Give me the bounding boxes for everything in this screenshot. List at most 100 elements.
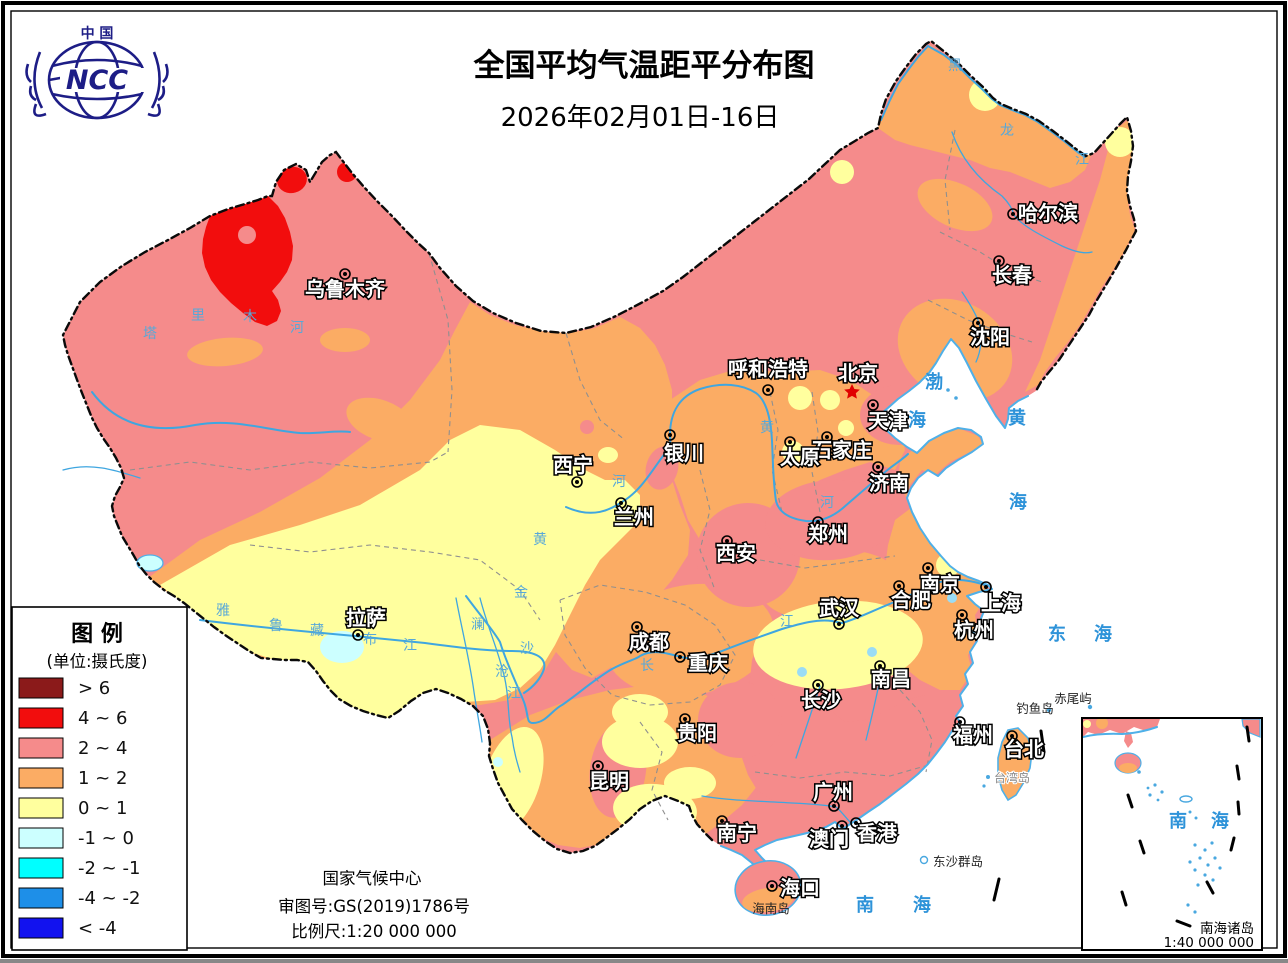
dash-line-segments	[992, 729, 1046, 902]
sea-label: 海	[1009, 491, 1027, 513]
river-label: 布	[363, 632, 377, 648]
city-label: 济南	[869, 471, 909, 495]
beijing-star	[844, 384, 860, 399]
city-label: 天津	[868, 409, 908, 433]
city-label: 重庆	[688, 651, 728, 675]
legend-label: 1 ~ 2	[78, 768, 127, 789]
river-label: 江	[507, 686, 521, 702]
footer-approval: 审图号:GS(2019)1786号	[278, 897, 470, 916]
city-label: 海口	[780, 876, 820, 900]
footer-agency: 国家气候中心	[323, 869, 422, 888]
region-4-6	[202, 162, 357, 326]
page-subtitle: 2026年02月01日-16日	[501, 103, 780, 133]
river-label: 里	[191, 308, 205, 324]
city-label: 沈阳	[970, 325, 1010, 349]
legend-label: > 6	[78, 678, 110, 699]
river-label: 江	[780, 614, 794, 630]
river-label: 河	[612, 474, 626, 490]
island-label: 海南岛	[752, 901, 790, 916]
nine-dash-line	[1120, 725, 1251, 928]
river-labels: 塔 里 木 河 黄 河 黄 河 长 江 金 沙 江 雅 鲁 藏 布 江 澜 沧 …	[143, 58, 1089, 702]
lake-taihu	[947, 593, 957, 603]
city-label: 合肥	[891, 588, 931, 612]
sea-label: 海	[913, 894, 931, 916]
region-spot	[238, 226, 256, 244]
city-label: 银川	[664, 441, 704, 465]
city-label: 澳门	[809, 827, 849, 851]
city-label: 呼和浩特	[728, 357, 808, 381]
city-label: 哈尔滨	[1018, 201, 1078, 225]
sea-label: 东	[1048, 623, 1066, 645]
sea-label: 海	[1094, 623, 1112, 645]
lake-poyang	[867, 647, 877, 657]
legend-label: < -4	[78, 918, 117, 939]
sea-label: 黄	[1008, 407, 1026, 429]
river-label: 河	[290, 320, 304, 336]
river-label: 鲁	[269, 618, 283, 634]
river-label: 沧	[495, 663, 509, 680]
legend-swatch	[18, 677, 64, 699]
river-label: 塔	[143, 326, 157, 342]
city-label: 南昌	[871, 667, 911, 691]
city-label: 南京	[920, 572, 960, 596]
small-islands	[919, 388, 1093, 865]
legend-swatch	[18, 707, 64, 729]
city-label: 香港	[857, 821, 898, 845]
legend-swatch	[18, 827, 64, 849]
city-label: 杭州	[954, 618, 994, 642]
river-label: 木	[243, 309, 257, 325]
river-label: 长	[640, 658, 654, 674]
city-label: 成都	[629, 630, 669, 654]
legend-label: -4 ~ -2	[78, 888, 140, 909]
island-label: 钓鱼岛	[1016, 701, 1054, 716]
island-label: 东沙群岛	[933, 854, 983, 869]
city-labels: 乌鲁木齐 哈尔滨 长春 沈阳 呼和浩特 北京 天津 石家庄 太原 济南 银川 西…	[304, 200, 1080, 902]
city-label: 昆明	[589, 769, 629, 793]
river-label: 江	[1075, 152, 1089, 168]
legend: 图 例 (单位:摄氏度) > 6 4 ~ 6 2 ~ 4 1 ~ 2 0 ~ 1…	[11, 606, 188, 951]
legend-label: 2 ~ 4	[78, 738, 127, 759]
legend-swatch	[18, 767, 64, 789]
footer-scale: 比例尺:1:20 000 000	[291, 922, 457, 941]
city-label: 拉萨	[346, 606, 386, 630]
river-label: 黄	[533, 531, 547, 548]
river-label: 龙	[1000, 123, 1014, 139]
city-label: 兰州	[614, 505, 654, 529]
island-label: 赤尾屿	[1054, 691, 1092, 706]
inset-sea-label: 海	[1211, 810, 1229, 832]
inset-scale: 1:40 000 000	[1164, 935, 1254, 951]
city-label: 长沙	[801, 688, 841, 712]
legend-swatch	[18, 737, 64, 759]
sea-label: 南	[856, 894, 874, 916]
footer: 国家气候中心 审图号:GS(2019)1786号 比例尺:1:20 000 00…	[278, 869, 470, 941]
legend-label: 4 ~ 6	[78, 708, 127, 729]
legend-swatch	[18, 887, 64, 909]
island-labels: 赤尾屿 钓鱼岛 台湾岛 东沙群岛 海南岛	[752, 691, 1092, 916]
city-label: 台北	[1004, 737, 1044, 761]
river-label: 河	[820, 495, 834, 511]
legend-label: -1 ~ 0	[78, 828, 134, 849]
sea-label: 渤	[925, 371, 943, 393]
inset-frame	[1081, 717, 1263, 951]
city-markers	[339, 208, 1019, 892]
city-label: 石家庄	[811, 438, 872, 462]
city-label: 北京	[838, 361, 878, 385]
sea-labels: 渤 海 黄 海 东 海 南 海	[856, 371, 1112, 916]
inset-islands-label: 南海诸岛	[1200, 921, 1254, 937]
river-label: 黄	[760, 419, 774, 436]
sea-label: 海	[908, 409, 926, 431]
river-label: 黑	[948, 58, 962, 74]
island-label: 台湾岛	[994, 770, 1030, 785]
legend-label: 0 ~ 1	[78, 798, 127, 819]
anomaly-regions	[63, 41, 1136, 880]
river-label: 金	[514, 585, 528, 601]
inset-islands	[1137, 770, 1222, 914]
taiwan-island	[997, 727, 1033, 802]
city-label: 广州	[813, 780, 853, 804]
south-china-sea-inset: 南 海 南海诸岛 1:40 000 000	[1081, 717, 1263, 951]
legend-label: -2 ~ -1	[78, 858, 140, 879]
city-label: 贵阳	[677, 721, 717, 745]
ncc-logo: 中 国 NCC	[25, 25, 169, 120]
